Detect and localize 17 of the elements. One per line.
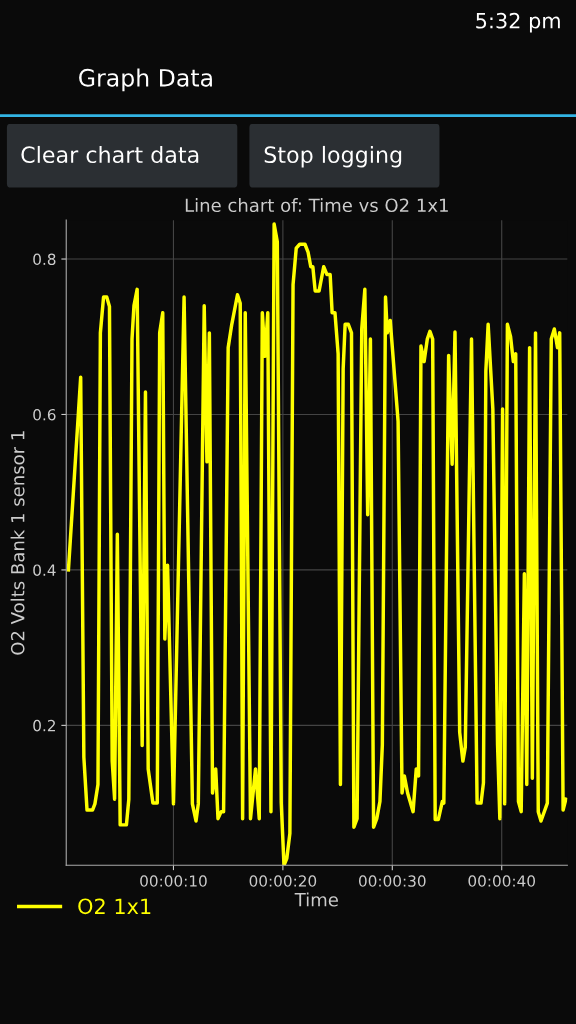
x-tick-label: 00:00:10 — [140, 875, 207, 887]
y-axis-title: O2 Volts Bank 1 sensor 1 — [10, 431, 25, 655]
text: 5:32 pm — [476, 12, 560, 33]
text: Graph Data — [79, 68, 212, 92]
x-tick-label: 00:00:40 — [468, 875, 535, 887]
y-tick-label: 0.4 — [33, 564, 56, 576]
text: Clear chart data — [21, 145, 199, 164]
x-tick-label: 00:00:30 — [359, 875, 426, 887]
x-tick-label: 00:00:20 — [249, 875, 317, 887]
y-tick-label: 0.8 — [33, 253, 56, 266]
y-tick-label: 0.6 — [33, 408, 56, 421]
text: Stop logging — [264, 145, 402, 168]
legend-label: O2 1x1 — [78, 898, 151, 915]
chart-title: Line chart of: Time vs O2 1x1 — [185, 198, 448, 213]
y-tick-label: 0.2 — [33, 719, 55, 732]
line-series — [66, 222, 568, 866]
x-axis-title: Time — [294, 892, 338, 907]
